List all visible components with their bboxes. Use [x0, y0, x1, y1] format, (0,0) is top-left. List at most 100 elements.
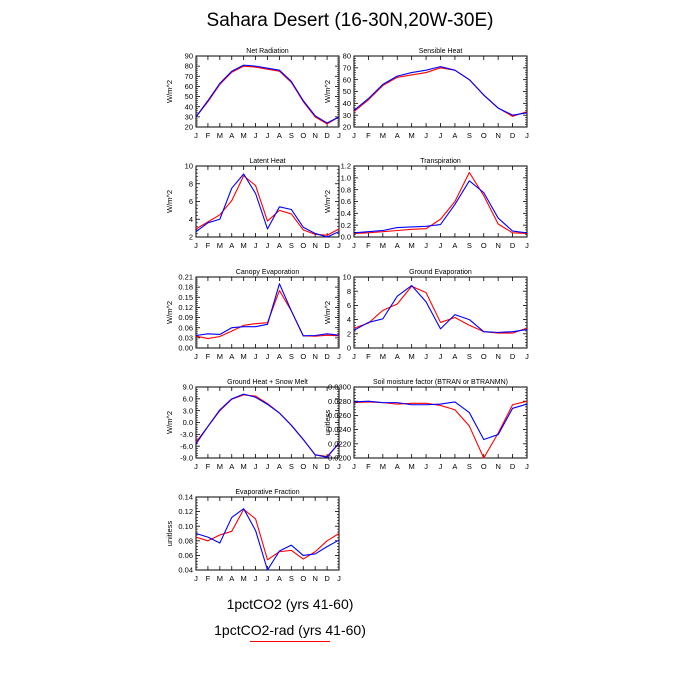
y-tick-label: 3.0 — [183, 406, 193, 415]
x-tick-label: D — [324, 574, 330, 583]
panel-title: Sensible Heat — [419, 48, 463, 55]
y-tick-label: 50 — [343, 87, 351, 96]
x-tick-label: N — [312, 462, 317, 471]
y-tick-label: 50 — [185, 92, 193, 101]
series-line-red — [195, 508, 340, 561]
x-tick-label: F — [366, 131, 371, 140]
x-tick-label: M — [380, 131, 386, 140]
y-tick-label: 0.03 — [178, 333, 193, 342]
panel-title: Transpiration — [420, 158, 461, 165]
x-tick-label: A — [277, 131, 282, 140]
x-tick-label: J — [337, 574, 341, 583]
series-line-blue — [353, 180, 528, 234]
series-line-blue — [195, 173, 340, 238]
x-tick-label: A — [229, 131, 234, 140]
x-tick-label: J — [266, 574, 270, 583]
x-tick-label: M — [380, 241, 386, 250]
x-tick-label: A — [395, 462, 400, 471]
y-tick-label: 10 — [343, 273, 351, 282]
x-tick-label: A — [277, 462, 282, 471]
x-tick-label: A — [229, 574, 234, 583]
x-tick-label: D — [324, 352, 330, 361]
x-tick-label: D — [510, 131, 516, 140]
x-tick-label: S — [289, 131, 294, 140]
y-tick-label: 80 — [185, 62, 193, 71]
y-tick-label: 60 — [343, 75, 351, 84]
x-tick-label: J — [424, 352, 428, 361]
y-tick-label: 6 — [189, 197, 193, 206]
y-tick-label: 0.0240 — [328, 425, 351, 434]
y-tick-label: 0.12 — [178, 507, 193, 516]
x-tick-label: S — [467, 462, 472, 471]
y-axis-label: unitless — [165, 521, 174, 547]
series-line-red — [353, 285, 528, 334]
x-tick-label: F — [206, 462, 211, 471]
panel-frame — [195, 165, 340, 238]
x-tick-label: O — [300, 131, 306, 140]
x-tick-label: J — [266, 131, 270, 140]
x-tick-label: N — [312, 352, 317, 361]
x-tick-label: S — [467, 131, 472, 140]
x-tick-label: J — [266, 352, 270, 361]
x-tick-label: M — [409, 241, 415, 250]
x-tick-label: J — [439, 352, 443, 361]
x-tick-label: N — [495, 462, 500, 471]
x-tick-label: N — [495, 131, 500, 140]
y-tick-label: 2 — [189, 233, 193, 242]
series-line-red — [195, 65, 340, 125]
x-tick-label: J — [352, 131, 356, 140]
series-line-blue — [195, 64, 340, 124]
x-tick-label: J — [194, 352, 198, 361]
x-tick-label: M — [241, 574, 247, 583]
x-tick-label: A — [452, 462, 457, 471]
x-tick-label: A — [452, 131, 457, 140]
x-tick-label: J — [352, 241, 356, 250]
x-tick-label: A — [229, 462, 234, 471]
x-tick-label: M — [217, 241, 223, 250]
panel-title: Evaporative Fraction — [235, 489, 299, 496]
legend-entry-2: 1pctCO2-rad (yrs 41-60) — [214, 622, 366, 638]
y-axis-label: W/m^2 — [165, 301, 174, 324]
x-tick-label: J — [424, 241, 428, 250]
y-axis-label: W/m^2 — [165, 411, 174, 434]
x-tick-label: J — [266, 241, 270, 250]
y-tick-label: 0.0300 — [328, 383, 351, 392]
y-tick-label: 70 — [185, 72, 193, 81]
x-tick-label: J — [439, 462, 443, 471]
x-tick-label: F — [206, 574, 211, 583]
x-tick-label: A — [395, 241, 400, 250]
series-line-blue — [353, 284, 528, 333]
legend-line-red — [250, 641, 330, 642]
x-tick-label: O — [300, 574, 306, 583]
x-tick-label: M — [241, 241, 247, 250]
y-axis-label: W/m^2 — [323, 301, 332, 324]
y-tick-label: 0.08 — [178, 536, 193, 545]
x-tick-label: J — [439, 131, 443, 140]
y-axis-label: W/m^2 — [165, 80, 174, 103]
x-tick-label: A — [277, 241, 282, 250]
x-tick-label: N — [312, 574, 317, 583]
y-tick-label: 4 — [189, 215, 193, 224]
x-tick-label: J — [337, 131, 341, 140]
y-tick-label: 2 — [347, 329, 351, 338]
y-tick-label: 0.10 — [178, 522, 193, 531]
panel-frame — [353, 386, 528, 459]
x-tick-label: M — [241, 352, 247, 361]
x-tick-label: M — [409, 131, 415, 140]
x-tick-label: M — [217, 352, 223, 361]
y-tick-label: 40 — [185, 102, 193, 111]
series-line-blue — [353, 66, 528, 116]
x-tick-label: F — [206, 131, 211, 140]
x-tick-label: M — [409, 462, 415, 471]
y-axis-label: unitless — [323, 410, 332, 436]
x-tick-label: J — [337, 241, 341, 250]
y-tick-label: 0 — [347, 344, 351, 353]
series-line-blue — [195, 393, 340, 458]
panel-title: Ground Heat + Snow Melt — [227, 379, 308, 386]
x-tick-label: J — [424, 131, 428, 140]
y-tick-label: -6.0 — [180, 442, 193, 451]
y-tick-label: 60 — [185, 82, 193, 91]
x-tick-label: J — [254, 352, 258, 361]
y-tick-label: 0.0 — [183, 418, 193, 427]
y-tick-label: 0.15 — [178, 293, 193, 302]
